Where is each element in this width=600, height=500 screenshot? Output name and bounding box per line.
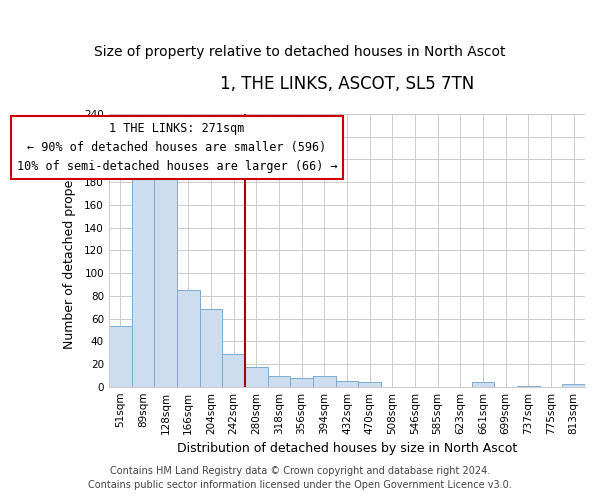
Bar bbox=[358, 382, 381, 386]
Bar bbox=[200, 310, 222, 386]
Bar bbox=[245, 368, 268, 386]
Bar bbox=[109, 326, 131, 386]
Text: 1 THE LINKS: 271sqm
← 90% of detached houses are smaller (596)
10% of semi-detac: 1 THE LINKS: 271sqm ← 90% of detached ho… bbox=[17, 122, 337, 173]
Bar bbox=[154, 179, 177, 386]
Title: 1, THE LINKS, ASCOT, SL5 7TN: 1, THE LINKS, ASCOT, SL5 7TN bbox=[220, 75, 474, 93]
Bar bbox=[268, 376, 290, 386]
Text: Contains HM Land Registry data © Crown copyright and database right 2024.
Contai: Contains HM Land Registry data © Crown c… bbox=[88, 466, 512, 490]
Bar bbox=[290, 378, 313, 386]
Y-axis label: Number of detached properties: Number of detached properties bbox=[63, 152, 76, 349]
X-axis label: Distribution of detached houses by size in North Ascot: Distribution of detached houses by size … bbox=[177, 442, 517, 455]
Bar bbox=[177, 290, 200, 386]
Bar bbox=[313, 376, 335, 386]
Bar bbox=[472, 382, 494, 386]
Bar bbox=[335, 381, 358, 386]
Bar bbox=[222, 354, 245, 386]
Bar bbox=[131, 170, 154, 386]
Text: Size of property relative to detached houses in North Ascot: Size of property relative to detached ho… bbox=[94, 45, 506, 59]
Bar bbox=[562, 384, 585, 386]
